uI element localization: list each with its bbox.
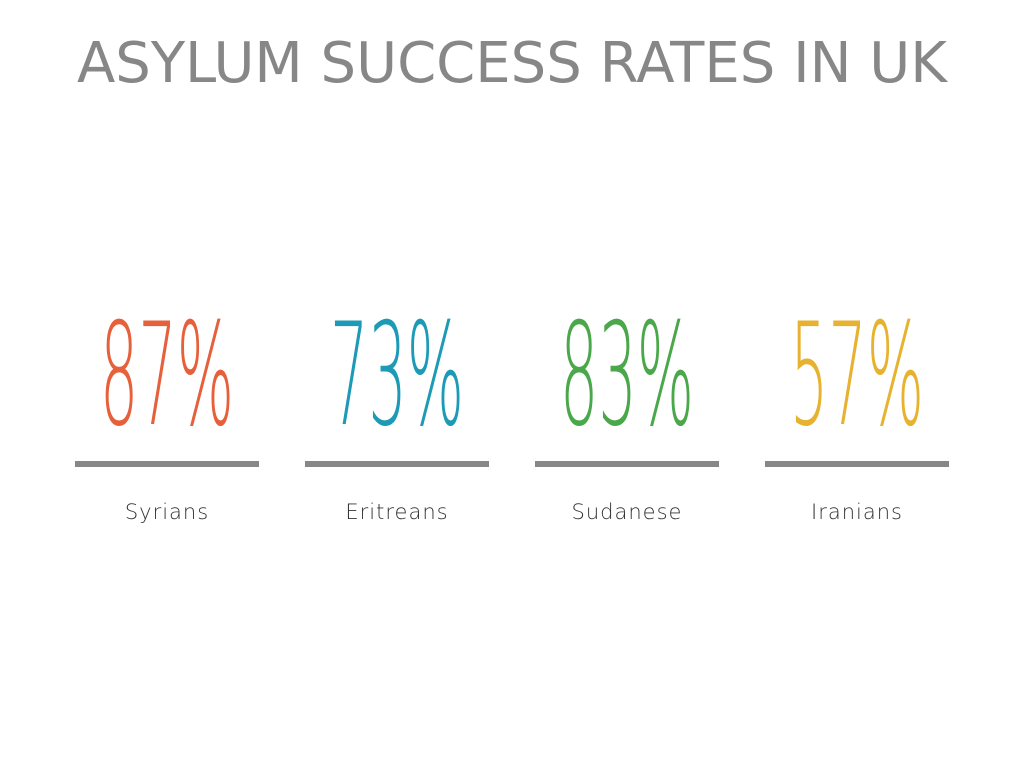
stat-value: 83% xyxy=(560,293,694,458)
divider xyxy=(75,461,259,467)
category-label: Iranians xyxy=(811,500,903,524)
category-label: Eritreans xyxy=(345,500,448,524)
category-label: Sudanese xyxy=(572,500,683,524)
divider xyxy=(765,461,949,467)
divider xyxy=(305,461,489,467)
divider xyxy=(535,461,719,467)
stat-value: 57% xyxy=(790,293,924,458)
stat-value: 87% xyxy=(100,293,234,458)
title: ASYLUM SUCCESS RATES IN UK xyxy=(77,31,948,96)
stat-value: 73% xyxy=(330,293,464,458)
category-label: Syrians xyxy=(125,500,209,524)
